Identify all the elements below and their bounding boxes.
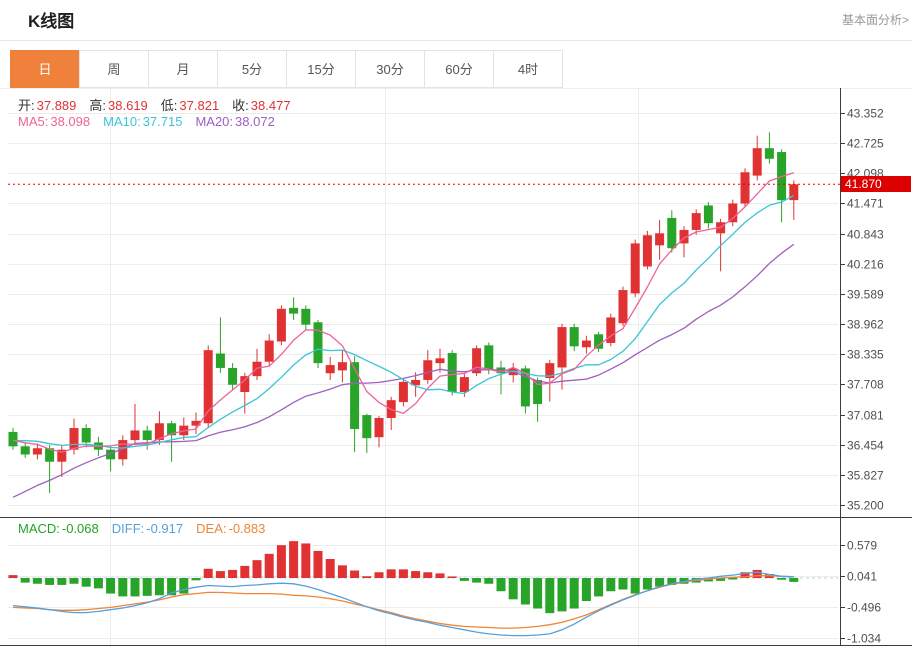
legend-label: MA20: xyxy=(195,114,234,129)
legend-value: -0.917 xyxy=(146,521,184,536)
tab-5分[interactable]: 5分 xyxy=(217,50,287,88)
diff-line xyxy=(12,571,794,637)
tabs-underline xyxy=(0,88,912,89)
tab-月[interactable]: 月 xyxy=(148,50,218,88)
interval-tabs: 日周月 5分 15分 30分 60分 4时 xyxy=(10,50,563,88)
legend-label: MA10: xyxy=(103,114,141,129)
tab-60分[interactable]: 60分 xyxy=(424,50,494,88)
axis-tick-label: 0.579 xyxy=(847,539,877,553)
legend-label: MA5: xyxy=(18,114,49,129)
current-price-badge: 41.870 xyxy=(841,176,911,192)
tab-4时[interactable]: 4时 xyxy=(493,50,563,88)
axis-tick-label: 37.081 xyxy=(847,409,884,423)
axis-tick-label: 0.041 xyxy=(847,570,877,584)
legend-value: 38.098 xyxy=(50,114,91,129)
legend-value: 38.477 xyxy=(250,98,291,113)
tab-周[interactable]: 周 xyxy=(79,50,149,88)
macd-histogram xyxy=(8,541,799,614)
legend-label: 开: xyxy=(18,98,35,113)
candles xyxy=(8,132,799,493)
axis-tick-label: 38.335 xyxy=(847,348,884,362)
legend-value: -0.068 xyxy=(61,521,99,536)
legend-value: -0.883 xyxy=(228,521,266,536)
dea-line xyxy=(12,575,794,629)
ma10-line xyxy=(12,195,795,449)
axis-tick-label: 41.471 xyxy=(847,197,884,211)
legend-label: DEA: xyxy=(196,521,227,536)
header-divider xyxy=(0,40,912,41)
axis-tick-label: 40.843 xyxy=(847,228,884,242)
legend-label: DIFF: xyxy=(111,521,145,536)
axis-tick-label: 36.454 xyxy=(847,439,884,453)
legend-value: 37.821 xyxy=(179,98,220,113)
gridlines xyxy=(8,89,838,645)
tab-15分[interactable]: 15分 xyxy=(286,50,356,88)
legend-value: 37.889 xyxy=(36,98,77,113)
axis-tick-label: 38.962 xyxy=(847,318,884,332)
ma-legend: MA5: 38.098 MA10: 37.715 MA20: 38.072 xyxy=(18,114,288,129)
chart-frame xyxy=(0,88,912,646)
axis-tick-label: 40.216 xyxy=(847,258,884,272)
axis-tick-label: 42.725 xyxy=(847,137,884,151)
legend-label: 低: xyxy=(160,98,178,113)
legend-label: MACD: xyxy=(18,521,60,536)
legend-label: 高: xyxy=(89,98,107,113)
axis-tick-label: -1.034 xyxy=(847,632,881,646)
axis-tick-label: 37.708 xyxy=(847,378,884,392)
ohlc-legend: 开: 37.889 高: 38.619 低: 37.821 收: 38.477 xyxy=(18,95,304,114)
legend-value: 38.072 xyxy=(235,114,275,129)
axis-tick-label: 39.589 xyxy=(847,288,884,302)
page-title: K线图 xyxy=(28,12,75,31)
macd-legend: MACD: -0.068 DIFF: -0.917 DEA: -0.883 xyxy=(18,521,278,536)
legend-value: 38.619 xyxy=(108,98,148,113)
legend-value: 37.715 xyxy=(142,114,183,129)
fundamental-analysis-link[interactable]: 基本面分析> xyxy=(841,13,909,27)
ma20-line xyxy=(12,243,795,498)
axis-tick-label: 43.352 xyxy=(847,107,884,121)
axis-labels: 43.35242.72542.09841.47140.84340.21639.5… xyxy=(840,107,884,646)
axis-tick-label: -0.496 xyxy=(847,601,881,615)
ma5-line xyxy=(12,172,794,453)
legend-label: 收: xyxy=(232,98,249,113)
axis-tick-label: 35.827 xyxy=(847,469,884,483)
tab-日[interactable]: 日 xyxy=(10,50,80,88)
tab-30分[interactable]: 30分 xyxy=(355,50,425,88)
axis-tick-label: 35.200 xyxy=(847,499,884,513)
